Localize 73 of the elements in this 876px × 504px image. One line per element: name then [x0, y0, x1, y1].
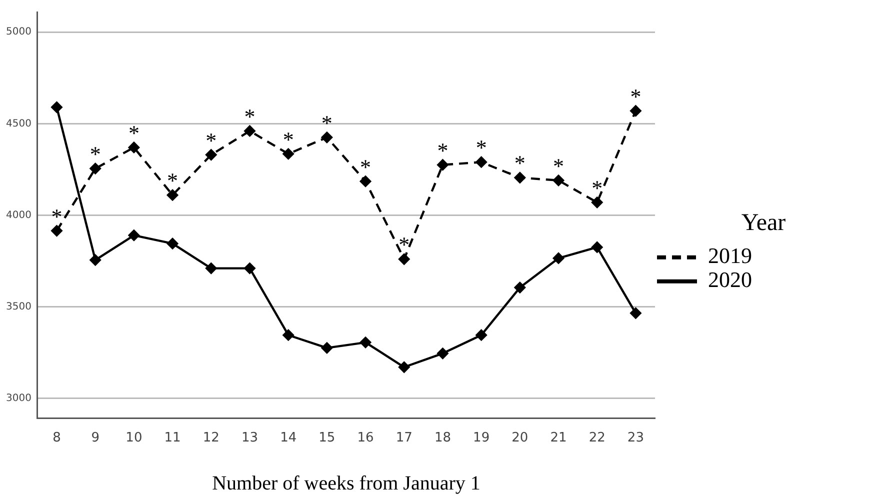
annotation: * [360, 154, 372, 180]
annotation: * [206, 128, 217, 153]
point [282, 330, 294, 341]
annotation: * [476, 135, 487, 160]
x-axis-title: Number of weeks from January 1 [212, 472, 480, 494]
point [51, 225, 62, 236]
point [90, 162, 101, 174]
x-tick-label: 20 [512, 430, 528, 446]
y-tick-label: 4000 [6, 210, 32, 221]
x-tick-label: 19 [473, 430, 490, 446]
x-tick-label: 17 [396, 430, 412, 446]
point [166, 238, 178, 250]
x-tick-label: 22 [588, 430, 606, 446]
annotation: * [398, 232, 410, 258]
point [51, 102, 62, 113]
point [360, 336, 372, 348]
x-tick-label: 8 [52, 430, 61, 446]
x-tick-label: 14 [280, 430, 297, 446]
point [437, 159, 448, 170]
point [514, 282, 526, 294]
point [398, 362, 410, 373]
annotation: * [167, 168, 178, 194]
y-tick-label: 4500 [6, 118, 32, 130]
annotation: * [128, 120, 140, 146]
y-tick-label: 3500 [6, 301, 32, 312]
point [398, 254, 410, 265]
legend-label: 2020 [708, 267, 752, 292]
legend-label: 2019 [708, 243, 752, 268]
point [552, 252, 564, 264]
point [244, 125, 256, 137]
x-tick-label: 10 [126, 430, 142, 446]
annotation: * [321, 110, 332, 136]
y-tick-label: 3000 [6, 392, 32, 404]
annotation: * [244, 104, 256, 129]
x-tick-label: 16 [357, 430, 374, 446]
point [630, 105, 642, 116]
annotation: * [51, 204, 62, 229]
annotation: * [630, 84, 642, 109]
y-tick-label: 5000 [6, 26, 32, 38]
point [206, 262, 217, 274]
x-tick-label: 23 [627, 430, 644, 446]
point [244, 262, 256, 274]
point [476, 330, 487, 341]
point [360, 176, 372, 187]
point [90, 254, 101, 266]
point [476, 156, 487, 168]
point [437, 348, 448, 360]
annotation: * [514, 150, 526, 176]
point [592, 242, 603, 253]
point [321, 342, 333, 354]
annotation: * [282, 126, 294, 152]
point [128, 142, 140, 154]
x-tick-label: 9 [91, 430, 100, 446]
x-tick-label: 13 [241, 430, 258, 446]
point [552, 174, 564, 186]
annotation: * [90, 142, 101, 167]
point [166, 189, 178, 201]
legend-title: Year [741, 210, 786, 236]
x-tick-label: 11 [164, 430, 181, 446]
x-tick-label: 12 [202, 430, 220, 446]
annotation: * [437, 138, 448, 163]
x-tick-label: 15 [318, 430, 336, 446]
point [592, 196, 603, 208]
point [128, 230, 140, 241]
point [321, 132, 333, 143]
x-tick-label: 18 [434, 430, 451, 446]
annotation: * [553, 153, 564, 178]
point [282, 148, 294, 160]
x-tick-label: 21 [550, 430, 567, 446]
point [514, 172, 526, 184]
point [206, 149, 217, 160]
annotation: * [592, 175, 603, 200]
point [630, 308, 642, 319]
